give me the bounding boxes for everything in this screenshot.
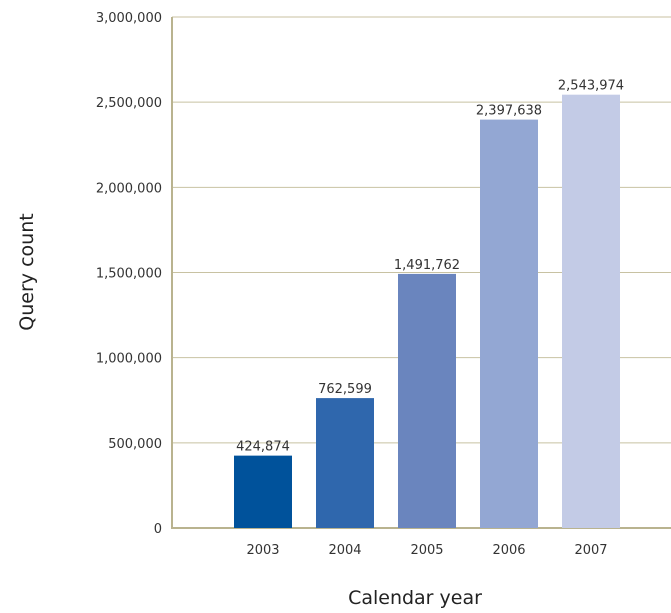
bars — [234, 94, 620, 529]
bar-value-label: 2,543,974 — [558, 79, 624, 94]
bar-2005 — [398, 273, 456, 528]
y-tick-label: 2,000,000 — [96, 181, 162, 196]
bar-value-label: 762,599 — [318, 382, 372, 397]
y-axis-title: Query count — [16, 213, 38, 330]
y-tick-labels: 0 500,000 1,000,000 1,500,000 2,000,000 2,500… — [96, 11, 162, 537]
bar-2006 — [480, 119, 538, 528]
y-tick-label: 0 — [154, 522, 162, 537]
y-tick-label: 1,000,000 — [96, 352, 162, 367]
x-tick-label: 2007 — [574, 543, 607, 558]
x-tick-labels: 2003 2004 2005 2006 2007 — [246, 543, 607, 558]
x-tick-label: 2003 — [246, 543, 279, 558]
bar-value-label: 1,491,762 — [394, 258, 460, 273]
x-tick-label: 2005 — [410, 543, 443, 558]
bar-2004 — [316, 398, 374, 528]
bar-2007 — [562, 94, 620, 529]
y-tick-label: 2,500,000 — [96, 96, 162, 111]
y-tick-label: 1,500,000 — [96, 267, 162, 282]
x-tick-label: 2006 — [492, 543, 525, 558]
x-tick-label: 2004 — [328, 543, 361, 558]
bar-2003 — [234, 455, 292, 528]
y-tick-label: 500,000 — [108, 437, 162, 452]
bar-value-label: 424,874 — [236, 440, 290, 455]
bar-value-labels: 424,874 762,599 1,491,762 2,397,638 2,543,97… — [236, 79, 624, 455]
y-tick-label: 3,000,000 — [96, 11, 162, 26]
bar-value-label: 2,397,638 — [476, 104, 542, 119]
x-axis-title: Calendar year — [348, 587, 482, 609]
